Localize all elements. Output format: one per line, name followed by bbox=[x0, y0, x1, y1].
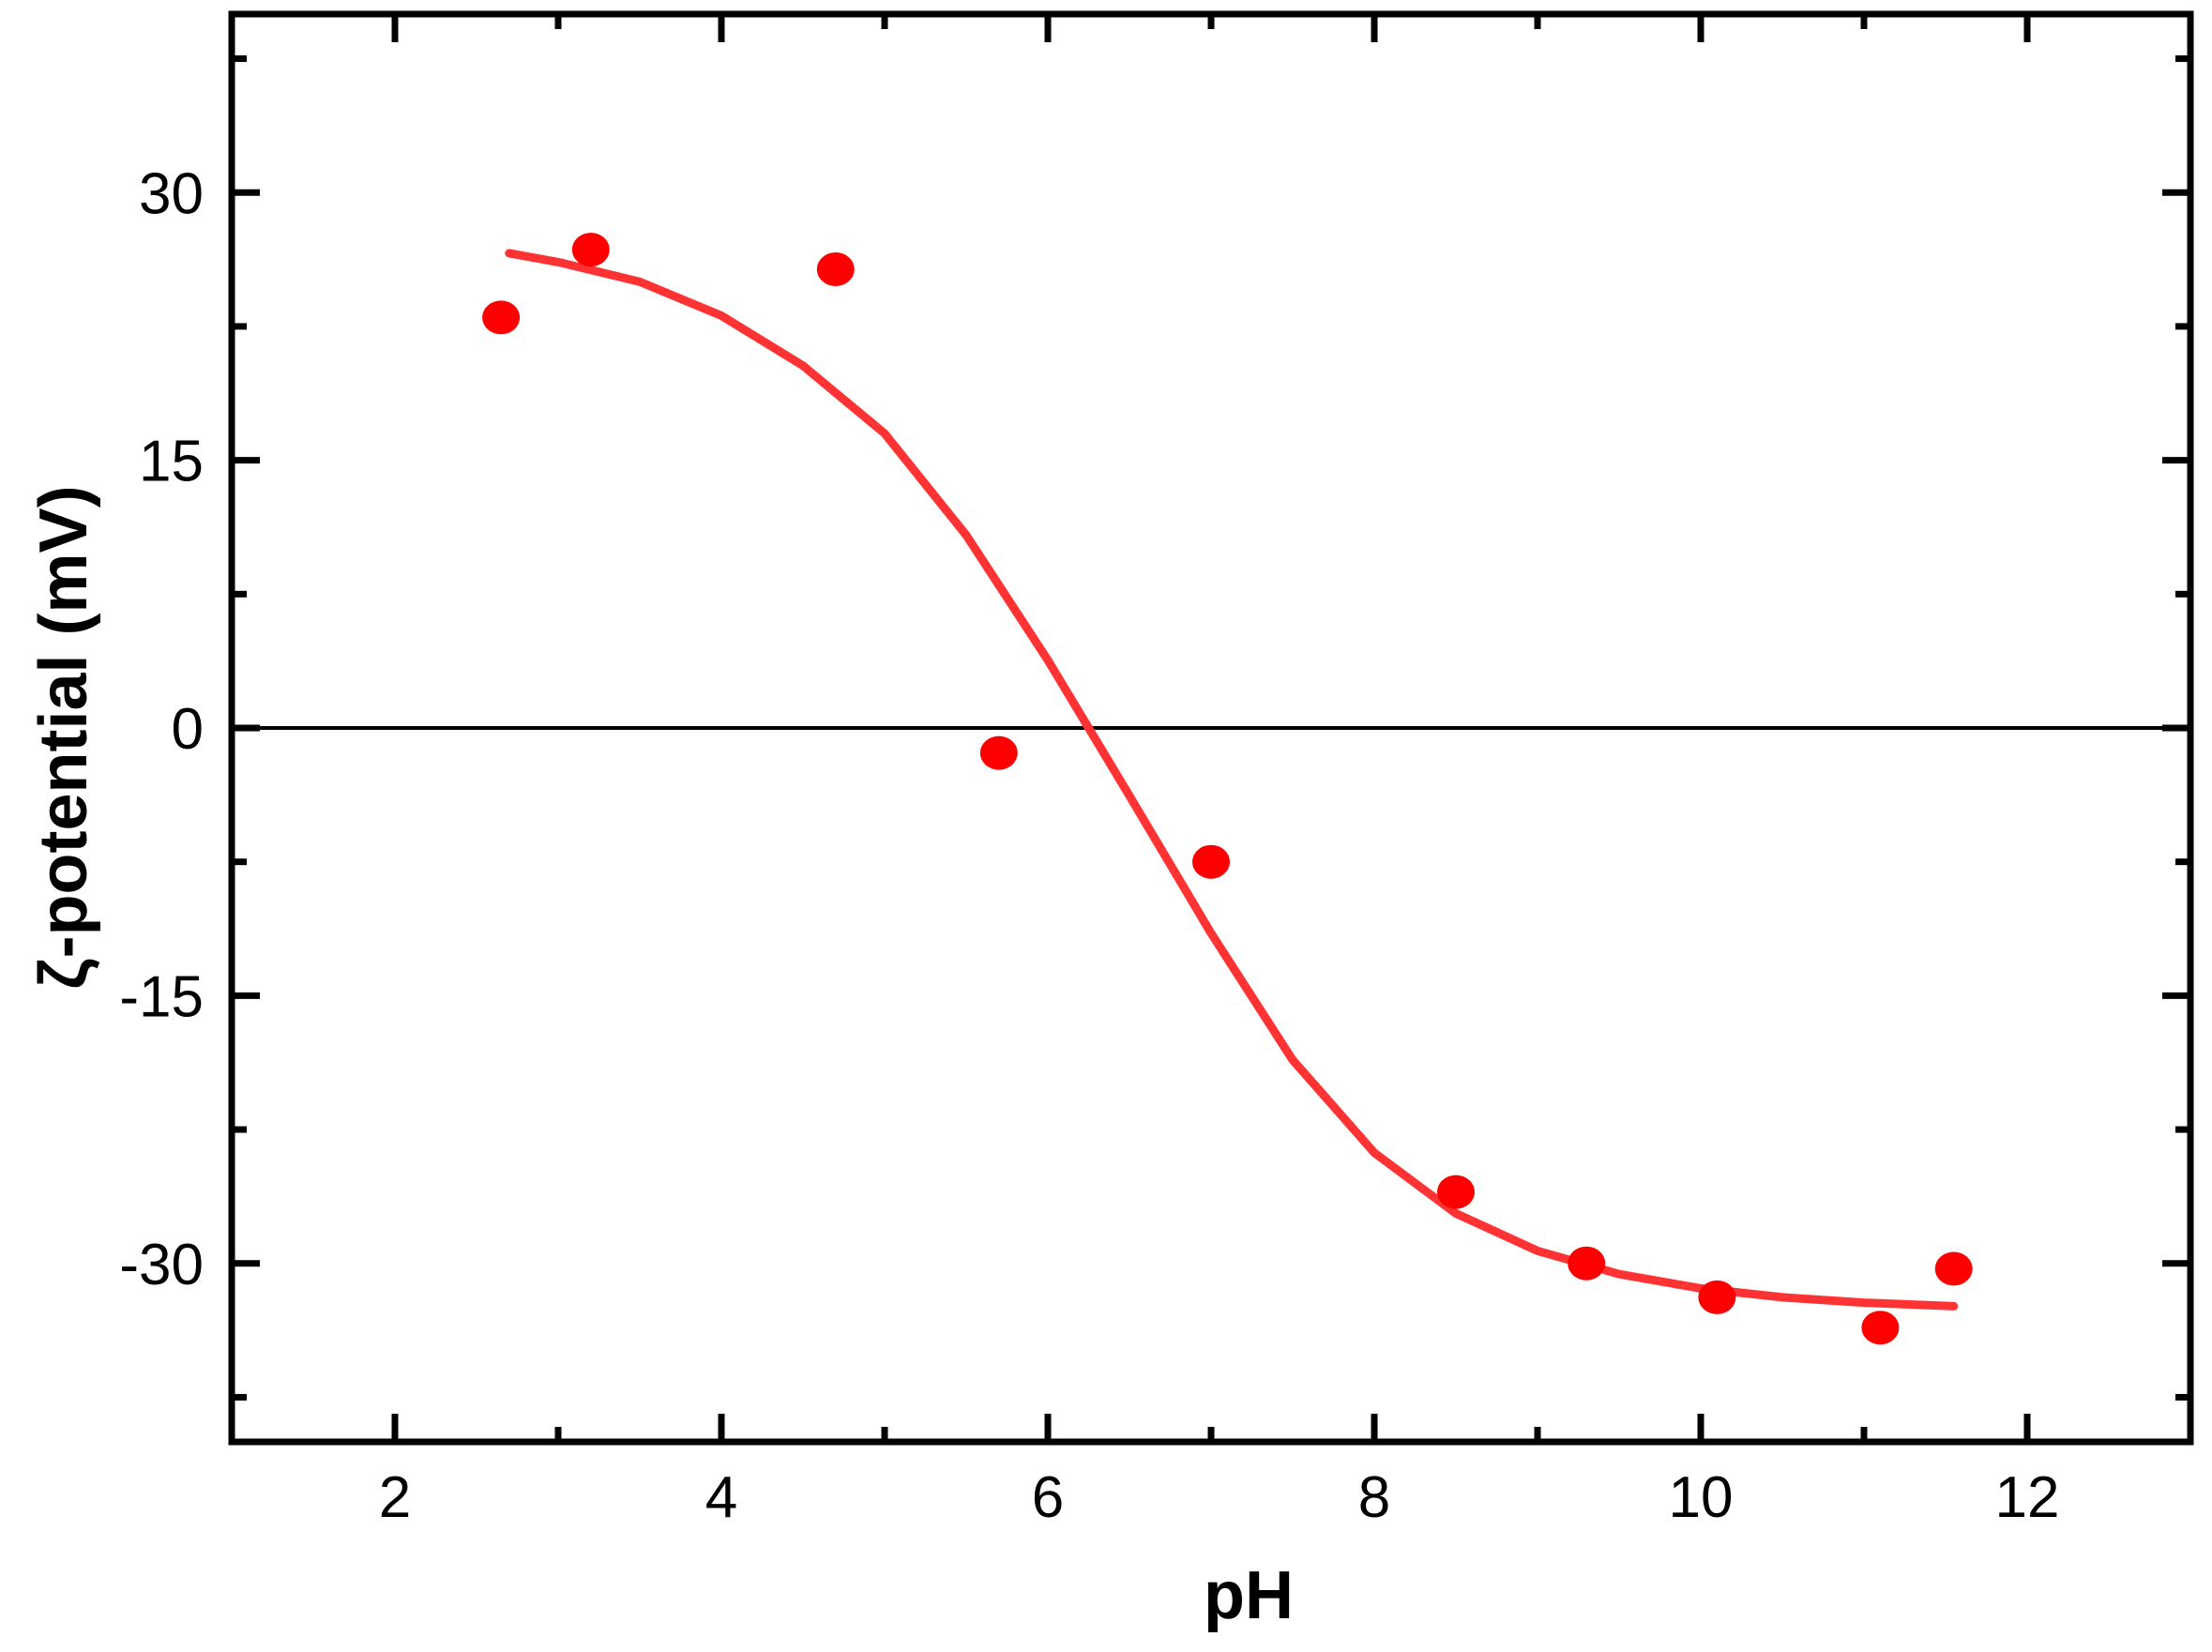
data-point bbox=[1698, 1280, 1736, 1314]
x-tick-label: 6 bbox=[1032, 1465, 1064, 1530]
y-tick-label: -15 bbox=[119, 964, 204, 1029]
axis-ticks-layer bbox=[232, 14, 2190, 1442]
x-tick-label: 10 bbox=[1669, 1465, 1734, 1530]
x-axis-title: pH bbox=[1204, 1558, 1294, 1633]
y-axis-title: ζ-potential (mV) bbox=[26, 485, 101, 989]
plot-frame bbox=[228, 10, 2194, 1446]
y-tick-label: 30 bbox=[139, 161, 204, 226]
data-point bbox=[482, 300, 521, 335]
data-point bbox=[1861, 1311, 1900, 1345]
data-point bbox=[979, 735, 1018, 770]
x-tick-label: 12 bbox=[1995, 1465, 2060, 1530]
y-tick-label: -30 bbox=[119, 1233, 204, 1297]
data-point bbox=[1192, 844, 1230, 879]
x-tick-label: 4 bbox=[705, 1465, 737, 1530]
fit-curve-layer bbox=[505, 249, 1959, 1311]
y-tick-labels: 30 15 0 -15 -30 bbox=[119, 161, 204, 1297]
data-point bbox=[816, 252, 855, 287]
data-points-layer bbox=[482, 233, 1973, 1345]
y-tick-label: 15 bbox=[139, 430, 204, 494]
data-point bbox=[571, 233, 610, 267]
x-tick-labels: 2 4 6 8 10 12 bbox=[379, 1465, 2060, 1530]
data-point bbox=[1568, 1246, 1606, 1281]
x-tick-label: 2 bbox=[379, 1465, 411, 1530]
data-point bbox=[1934, 1251, 1973, 1286]
data-point bbox=[1437, 1175, 1475, 1209]
fit-curve bbox=[505, 249, 1959, 1311]
y-tick-label: 0 bbox=[172, 697, 204, 762]
x-tick-label: 8 bbox=[1358, 1465, 1390, 1530]
